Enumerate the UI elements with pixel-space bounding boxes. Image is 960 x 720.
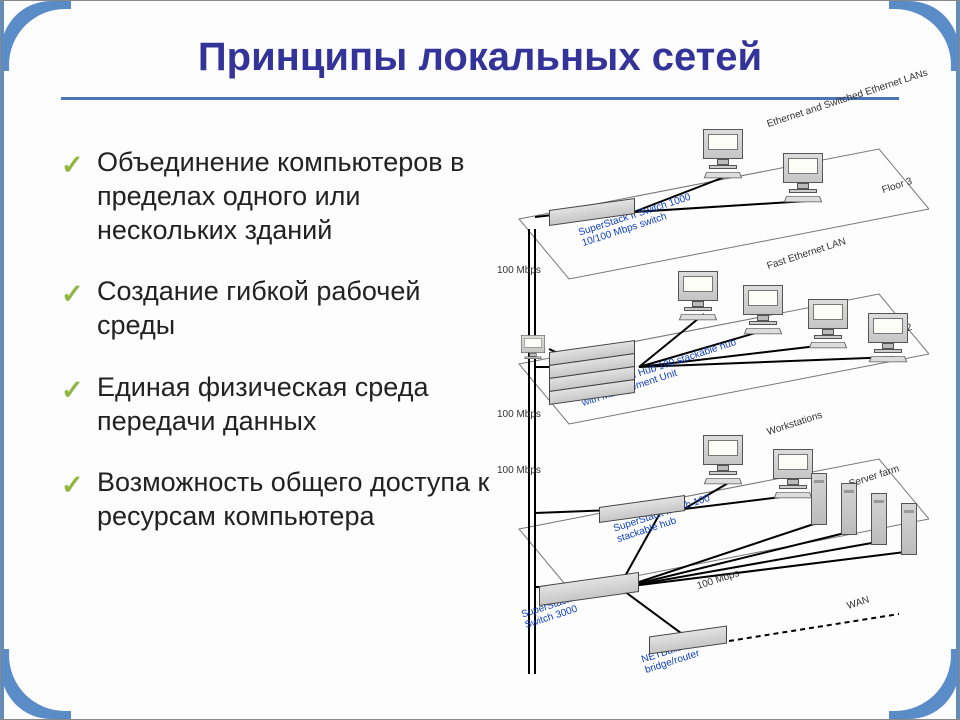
floor1-speed: 100 Mbps <box>497 465 541 476</box>
title-underline <box>61 97 899 100</box>
check-icon: ✓ <box>61 149 83 171</box>
server-icon <box>901 503 917 555</box>
accent-left <box>1 1 4 719</box>
pc-icon <box>699 129 747 179</box>
bullet-text: Возможность общего доступа к ресурсам ко… <box>97 467 489 531</box>
bullet-list: ✓ Объединение компьютеров в пределах одн… <box>61 146 491 562</box>
server-icon <box>871 493 887 545</box>
check-icon: ✓ <box>61 469 83 491</box>
accent-right <box>956 1 959 719</box>
floor2-hubstack-icon <box>549 347 635 399</box>
pc-icon <box>674 271 722 321</box>
bullet-text: Создание гибкой рабочей среды <box>97 276 420 340</box>
pc-icon <box>864 313 912 363</box>
mgmt-unit-icon <box>519 335 548 359</box>
corner-bl <box>1 649 71 719</box>
server-icon <box>811 473 827 525</box>
pc-icon <box>739 285 787 335</box>
pc-icon <box>699 435 747 485</box>
network-diagram: Ethernet and Switched Ethernet LANs Floo… <box>489 109 929 699</box>
bullet-item: ✓ Возможность общего доступа к ресурсам … <box>61 466 491 534</box>
slide: Принципы локальных сетей ✓ Объединение к… <box>0 0 960 720</box>
bullet-item: ✓ Единая физическая среда передачи данны… <box>61 371 491 439</box>
bullet-text: Единая физическая среда передачи данных <box>97 372 429 436</box>
bullet-text: Объединение компьютеров в пределах одног… <box>97 147 464 245</box>
pc-icon <box>769 449 817 499</box>
floor2-speed: 100 Mbps <box>497 409 541 420</box>
server-icon <box>841 483 857 535</box>
floor3-speed: 100 Mbps <box>497 265 541 276</box>
bullet-item: ✓ Создание гибкой рабочей среды <box>61 275 491 343</box>
pc-icon <box>804 299 852 349</box>
check-icon: ✓ <box>61 374 83 396</box>
check-icon: ✓ <box>61 278 83 300</box>
slide-title: Принципы локальных сетей <box>1 35 959 80</box>
pc-icon <box>779 153 827 203</box>
bullet-item: ✓ Объединение компьютеров в пределах одн… <box>61 146 491 247</box>
